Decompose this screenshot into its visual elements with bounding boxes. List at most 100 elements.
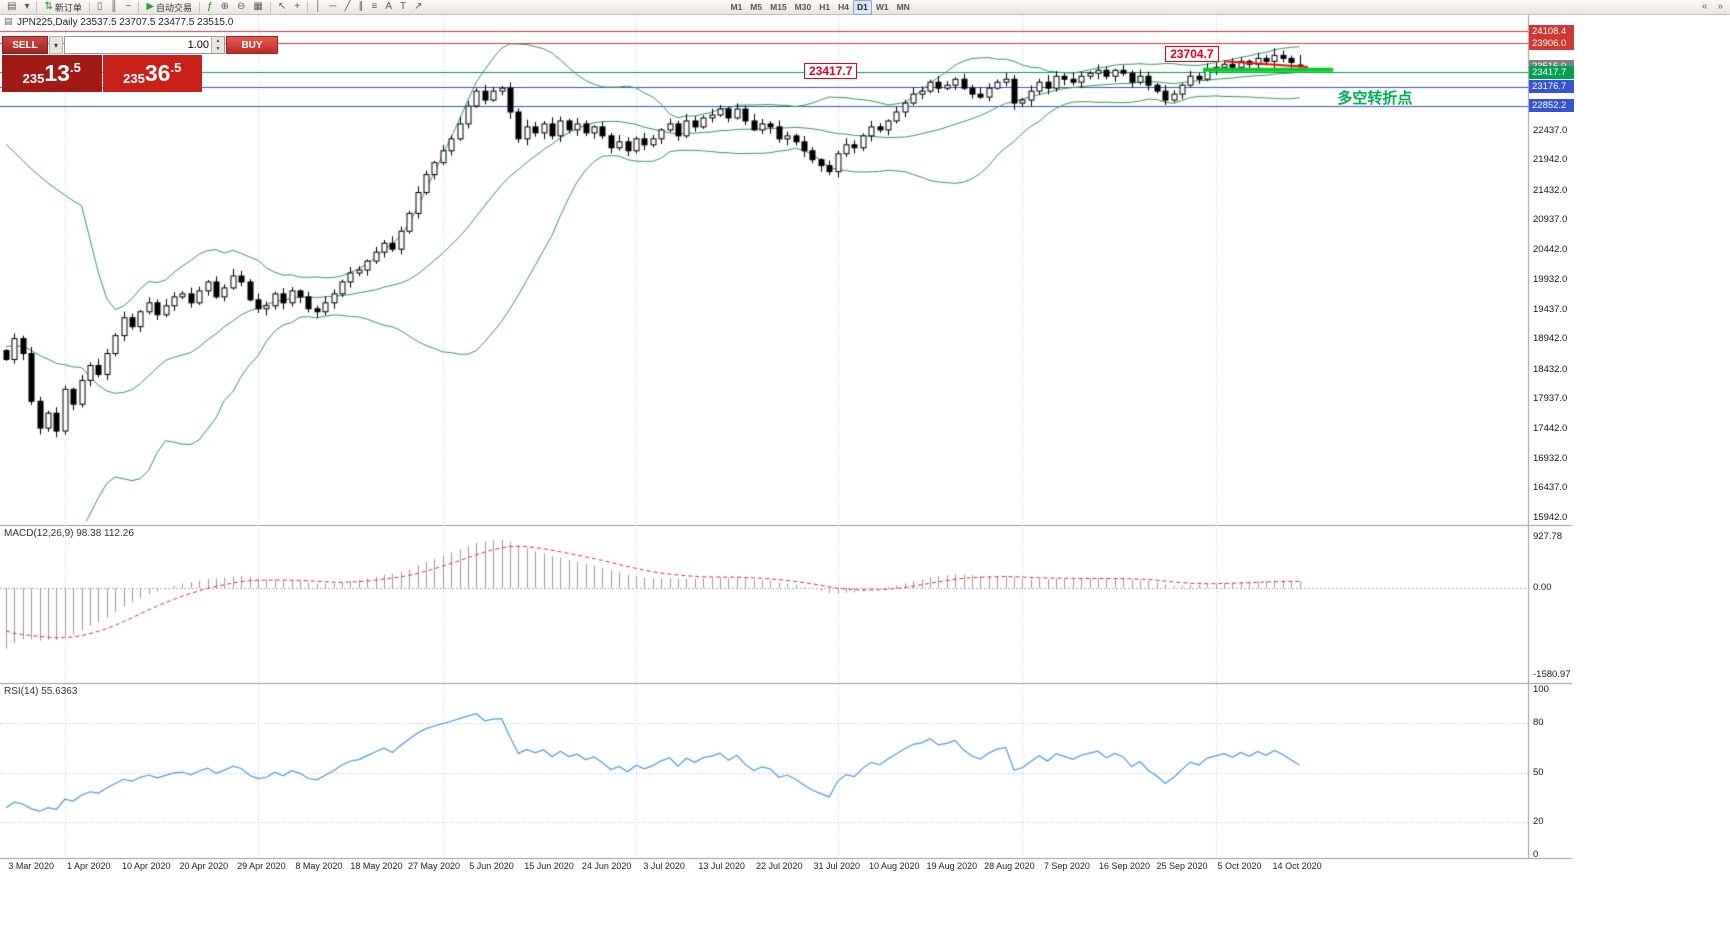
x-axis-date: 25 Sep 2020 (1156, 861, 1208, 871)
candlestick-chart-icon: ▯ (96, 1, 103, 12)
x-axis-date: 13 Jul 2020 (698, 861, 745, 871)
toolbar-separator (88, 1, 90, 13)
zoom-in-icon: ⊕ (220, 1, 230, 12)
zoom-in-button[interactable]: ⊕ (217, 0, 233, 15)
chart-icon: ▤ (4, 16, 13, 26)
label-icon: T (399, 1, 407, 12)
crosshair-button[interactable]: + (290, 0, 304, 15)
cursor-button[interactable]: ↖ (274, 0, 290, 15)
timeframe-button-h1[interactable]: H1 (819, 2, 831, 12)
buy-price-display[interactable]: 235 36.5 (102, 55, 202, 92)
price-tag: 23906.0 (1529, 36, 1574, 50)
y-axis-tick: 19437.0 (1533, 303, 1568, 315)
toolbar-separator (307, 1, 309, 13)
zoom-out-button[interactable]: ⊖ (233, 0, 249, 15)
volume-input[interactable] (65, 37, 211, 53)
x-axis-date: 3 Jul 2020 (643, 861, 685, 871)
vertical-line-icon: │ (315, 1, 322, 12)
x-axis-date: 5 Oct 2020 (1217, 861, 1262, 871)
cursor-icon: ↖ (277, 1, 287, 12)
sell-price-big: 13 (44, 60, 70, 86)
volume-decrease-button[interactable]: ▼ (212, 45, 224, 53)
autotrading-button[interactable]: ▶ 自动交易 (142, 0, 196, 15)
tile-windows-button[interactable]: ▦ (249, 0, 266, 15)
x-axis-date: 16 Sep 2020 (1098, 861, 1150, 871)
toolbar-scroll-left-button[interactable]: « (1698, 0, 1712, 15)
chevrons-left-icon: « (1701, 1, 1708, 12)
chart-list-dropdown-button[interactable]: ▾ (20, 0, 33, 15)
rsi-axis-tick: 20 (1533, 816, 1544, 827)
indicators-button[interactable]: ƒ (203, 0, 217, 15)
x-axis-date: 3 Mar 2020 (8, 861, 54, 871)
volume-increase-button[interactable]: ▲ (212, 37, 224, 45)
timeframe-button-m1[interactable]: M1 (730, 2, 743, 12)
buy-button[interactable]: BUY (226, 36, 278, 54)
y-axis-tick: 20937.0 (1533, 214, 1568, 226)
chart-line-button[interactable]: ~ (122, 0, 136, 15)
toolbar-separator (269, 1, 271, 13)
price-level-label-1[interactable]: 23417.7 (804, 63, 858, 80)
y-axis-tick: 21942.0 (1533, 154, 1568, 166)
x-axis-date: 27 May 2020 (407, 861, 460, 871)
y-axis-tick: 18942.0 (1533, 333, 1568, 345)
chart-window-icon: ▤ (7, 1, 17, 12)
x-axis-date: 10 Aug 2020 (869, 861, 920, 871)
rsi-axis-tick: 80 (1533, 717, 1544, 728)
sell-price-display[interactable]: 235 13.5 (2, 55, 102, 92)
y-axis-tick: 21432.0 (1533, 184, 1568, 196)
chart-window-button[interactable]: ▤ (3, 0, 20, 15)
new-order-icon: ⇅ (44, 1, 53, 12)
horizontal-line-button[interactable]: ─ (325, 0, 340, 15)
timeframe-button-h4[interactable]: H4 (838, 2, 849, 12)
timeframe-button-d1[interactable]: D1 (852, 0, 872, 15)
toolbar-right-group: «» (1698, 0, 1727, 15)
text-button[interactable]: A (381, 0, 396, 15)
price-level-label-2[interactable]: 23704.7 (1165, 46, 1219, 63)
chevron-down-icon: ▾ (53, 40, 58, 50)
timeframe-button-m5[interactable]: M5 (750, 2, 763, 12)
price-tag: 22852.2 (1529, 99, 1574, 113)
x-axis-date: 22 Jul 2020 (755, 861, 803, 871)
sell-price-prefix: 235 (22, 71, 45, 86)
indicators-icon: ƒ (207, 1, 213, 12)
text-icon: A (385, 1, 392, 12)
turning-point-label[interactable]: 多空转折点 (1337, 89, 1413, 107)
chevrons-right-icon: » (1717, 1, 1723, 12)
y-axis-tick: 16932.0 (1533, 452, 1568, 464)
new-order-button[interactable]: ⇅ 新订单 (40, 0, 85, 15)
line-chart-icon: ~ (125, 1, 132, 12)
rsi-axis-tick: 50 (1533, 766, 1544, 778)
fibonacci-retracement-button[interactable]: ≡ (367, 0, 381, 15)
x-axis-date: 31 Jul 2020 (813, 861, 861, 871)
x-axis-date: 29 Apr 2020 (237, 861, 286, 871)
channel-icon: ∥ (358, 1, 364, 12)
chevron-down-icon: ▾ (24, 1, 30, 12)
x-axis-date: 20 Apr 2020 (179, 861, 229, 871)
equidistant-channel-button[interactable]: ∥ (354, 0, 367, 15)
toolbar-scroll-right-button[interactable]: » (1713, 0, 1727, 15)
chart-bars-button[interactable]: ║ (106, 0, 121, 15)
macd-axis-tick: -1580.97 (1533, 669, 1571, 680)
chart-candlesticks-button[interactable]: ▯ (93, 0, 107, 15)
y-axis-tick: 17442.0 (1533, 422, 1568, 434)
trendline-button[interactable]: ╱ (340, 0, 354, 15)
timeframe-button-w1[interactable]: W1 (875, 2, 889, 12)
trendline-icon: ╱ (344, 1, 351, 12)
order-type-dropdown[interactable]: ▾ (49, 36, 63, 54)
buy-price-big: 36 (144, 60, 171, 86)
timeframe-button-m30[interactable]: M30 (794, 2, 812, 12)
arrow-objects-button[interactable]: ↗ (410, 0, 426, 15)
sell-button[interactable]: SELL (2, 36, 48, 54)
fibonacci-icon: ≡ (371, 1, 378, 12)
text-label-button[interactable]: T (396, 0, 410, 15)
vertical-line-button[interactable]: │ (311, 0, 325, 15)
y-axis-tick: 20442.0 (1533, 243, 1568, 255)
rsi-axis-tick: 100 (1533, 684, 1549, 695)
timeframe-button-mn[interactable]: MN (896, 2, 910, 12)
x-axis-date: 10 Apr 2020 (121, 861, 171, 871)
macd-axis-tick: 0.00 (1533, 582, 1552, 594)
crosshair-icon: + (294, 1, 301, 12)
timeframe-button-m15[interactable]: M15 (770, 2, 787, 12)
x-axis-date: 7 Sep 2020 (1043, 861, 1090, 871)
